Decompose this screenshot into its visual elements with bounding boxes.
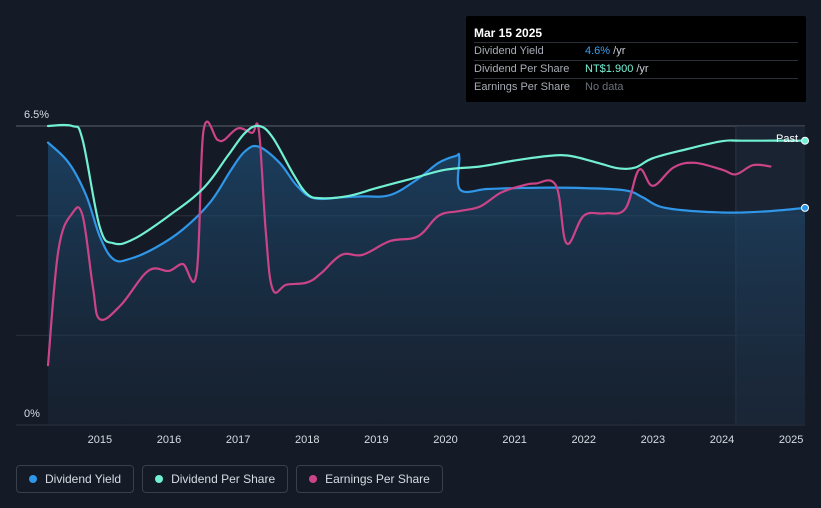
x-tick-label: 2021 (502, 434, 526, 446)
yield-line (46, 141, 807, 263)
x-tick-label: 2023 (641, 434, 665, 446)
x-tick-label: 2020 (433, 434, 457, 446)
tooltip-unit: /yr (633, 63, 649, 75)
tooltip-label: Dividend Per Share (474, 63, 570, 75)
x-tick-label: 2019 (364, 434, 388, 446)
x-tick-label: 2018 (295, 434, 319, 446)
past-label: Past (776, 133, 798, 145)
tooltip-unit: /yr (610, 45, 626, 57)
x-tick-label: 2024 (710, 434, 734, 446)
tooltip-value: 4.6% (585, 45, 611, 57)
tooltip-label: Earnings Per Share (474, 81, 570, 93)
dps-end-marker (801, 136, 809, 145)
tooltip-row-earnings-per-share: Earnings Per Share No data (474, 78, 798, 96)
dividend-per-share-dot-icon (155, 475, 164, 483)
tooltip: Mar 15 2025 Dividend Yield 4.6% /yr Divi… (466, 16, 806, 102)
dps-line (46, 123, 807, 246)
yield-area (48, 142, 805, 425)
x-tick-label: 2022 (572, 434, 596, 446)
legend-label: Dividend Per Share (171, 472, 276, 486)
legend: Dividend Yield Dividend Per Share Earnin… (16, 465, 443, 493)
x-tick-label: 2015 (88, 434, 112, 446)
tooltip-row-dividend-per-share: Dividend Per Share NT$1.900 /yr (474, 60, 798, 78)
legend-dividend-yield[interactable]: Dividend Yield (16, 465, 135, 493)
legend-dividend-per-share[interactable]: Dividend Per Share (142, 465, 289, 493)
tooltip-date: Mar 15 2025 (474, 26, 543, 40)
tooltip-row-dividend-yield: Dividend Yield 4.6% /yr (474, 42, 798, 60)
tooltip-label: Dividend Yield (474, 45, 544, 57)
tooltip-nodata: No data (585, 81, 624, 93)
legend-label: Earnings Per Share (325, 472, 430, 486)
x-tick-label: 2025 (779, 434, 803, 446)
earnings-per-share-dot-icon (309, 475, 318, 483)
series-lines (46, 120, 807, 367)
y-tick-label: 6.5% (24, 109, 49, 121)
eps-line (46, 120, 772, 367)
yield-end-marker (801, 203, 809, 212)
x-tick-label: 2017 (226, 434, 250, 446)
yield-area (48, 142, 805, 425)
end-markers (801, 136, 809, 212)
axes: 6.5% 0% 2015 2016 2017 2018 2019 2020 2021 2022 20… (24, 109, 803, 446)
legend-label: Dividend Yield (45, 472, 122, 486)
dividend-yield-dot-icon (29, 475, 37, 483)
legend-earnings-per-share[interactable]: Earnings Per Share (296, 465, 443, 493)
tooltip-value: NT$1.900 (585, 63, 634, 75)
y-tick-label: 0% (24, 408, 40, 420)
x-tick-label: 2016 (157, 434, 181, 446)
